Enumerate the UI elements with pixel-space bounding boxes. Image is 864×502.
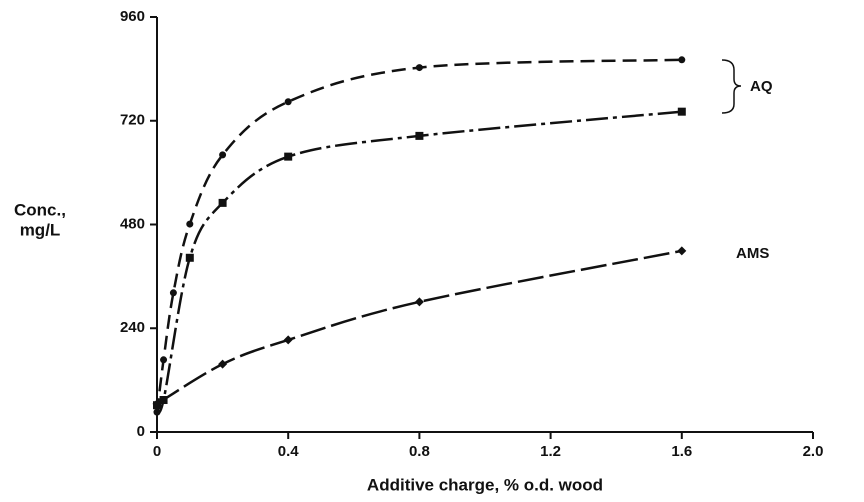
point: [186, 220, 194, 228]
series-line: [156, 249, 683, 405]
x-tick-label: 0: [153, 443, 161, 460]
point: [152, 399, 162, 409]
series-line: [155, 58, 682, 413]
point: [414, 297, 424, 307]
point: [283, 335, 293, 345]
bracket: [721, 59, 742, 114]
y-tick-label: 0: [137, 423, 145, 440]
y-tick-label: 240: [120, 319, 145, 336]
point: [678, 56, 686, 64]
point: [677, 107, 686, 116]
x-tick-label: 0.4: [278, 443, 300, 460]
point: [219, 151, 227, 159]
x-tick-label: 2.0: [803, 443, 824, 460]
y-axis-label: Conc.,: [14, 200, 66, 219]
point: [185, 253, 194, 262]
series-line: [155, 110, 682, 414]
point: [284, 98, 292, 106]
x-tick-label: 1.2: [540, 443, 561, 460]
point: [415, 64, 423, 72]
annotation: AMS: [736, 245, 769, 262]
point: [218, 198, 227, 207]
point: [284, 152, 293, 161]
point: [415, 131, 424, 140]
y-tick-label: 480: [120, 215, 145, 232]
y-tick-label: 960: [120, 8, 145, 25]
x-tick-label: 0.8: [409, 443, 430, 460]
y-axis-label: mg/L: [20, 220, 61, 239]
x-tick-label: 1.6: [671, 443, 692, 460]
point: [160, 356, 168, 364]
point: [677, 246, 687, 256]
point: [169, 289, 177, 297]
y-tick-label: 720: [120, 112, 145, 129]
annotation: AQ: [750, 78, 773, 95]
x-axis-label: Additive charge, % o.d. wood: [367, 475, 603, 494]
point: [218, 359, 228, 369]
